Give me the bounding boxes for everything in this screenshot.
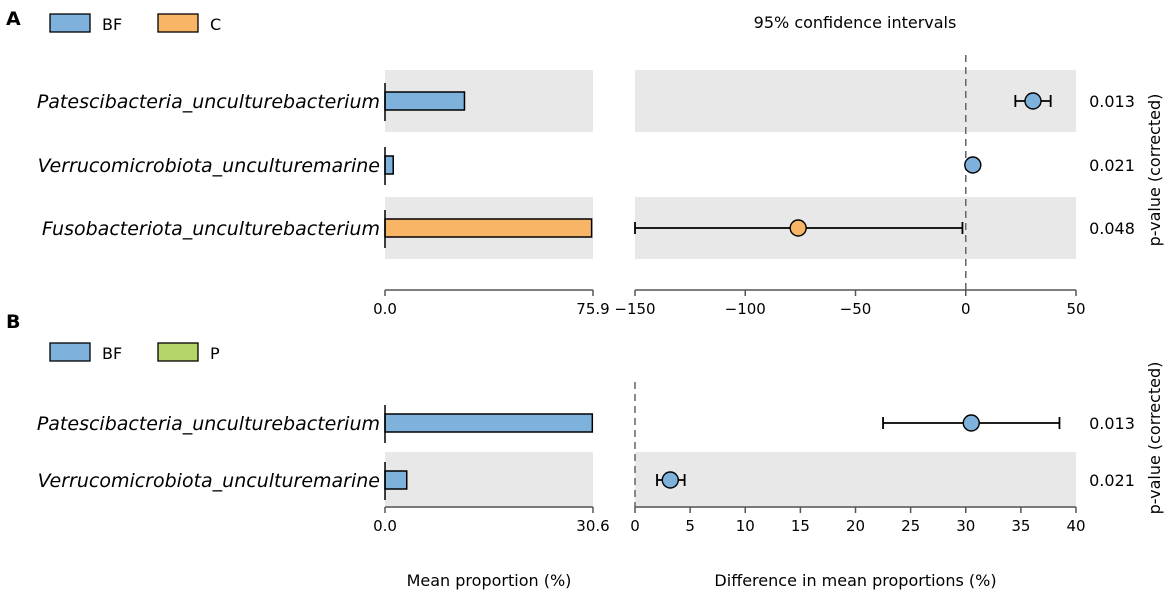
mean-proportion-bar xyxy=(384,155,394,175)
legend-swatch-c xyxy=(157,13,199,33)
x-tick-label: 0 xyxy=(961,300,971,318)
x-tick-label: −100 xyxy=(725,300,766,318)
mean-proportion-bar xyxy=(384,413,594,433)
x-tick-label: 30 xyxy=(956,517,975,535)
p-value: 0.048 xyxy=(1089,219,1135,238)
p-value: 0.021 xyxy=(1089,156,1135,175)
p-value: 0.013 xyxy=(1089,92,1135,111)
legend-label-p: P xyxy=(210,344,220,363)
legend-swatch-bf xyxy=(49,342,91,362)
row-shading xyxy=(635,70,1076,132)
x-tick-label: 50 xyxy=(1066,300,1085,318)
x-tick-label: 10 xyxy=(736,517,755,535)
feature-label: Patescibacteria_unculturebacterium xyxy=(37,91,380,113)
x-tick-label: 35 xyxy=(1011,517,1030,535)
chart-title: 95% confidence intervals xyxy=(754,13,957,32)
x-tick-label: 0.0 xyxy=(373,517,397,535)
x-tick-label: 25 xyxy=(901,517,920,535)
mean-proportion-bar xyxy=(384,91,466,111)
legend-swatch-p xyxy=(157,342,199,362)
x-tick-label: −50 xyxy=(840,300,872,318)
mean-difference-point xyxy=(789,219,807,237)
legend-label-c: C xyxy=(210,15,221,34)
panel-letter-a: A xyxy=(6,8,21,30)
mean-difference-point xyxy=(1024,92,1042,110)
x-tick-label: 20 xyxy=(846,517,865,535)
x-tick-label: 30.6 xyxy=(576,517,609,535)
difference-axis-title: Difference in mean proportions (%) xyxy=(714,571,996,590)
row-shading xyxy=(385,452,593,508)
mean-difference-point xyxy=(964,156,982,174)
x-tick-label: 75.9 xyxy=(576,300,609,318)
p-value-axis-title: p-value (corrected) xyxy=(1145,362,1164,515)
x-tick-label: 0.0 xyxy=(373,300,397,318)
mean-difference-point xyxy=(962,414,980,432)
x-tick-label: 40 xyxy=(1066,517,1085,535)
feature-label: Verrucomicrobiota_unculturemarine xyxy=(38,155,380,177)
mean-proportion-bar xyxy=(384,218,593,238)
mean-proportion-bar xyxy=(384,470,408,490)
p-value: 0.013 xyxy=(1089,414,1135,433)
feature-label: Fusobacteriota_unculturebacterium xyxy=(42,218,380,240)
mean-difference-point xyxy=(661,471,679,489)
x-tick-label: −150 xyxy=(614,300,655,318)
mean-proportion-axis-title: Mean proportion (%) xyxy=(407,571,572,590)
x-tick-label: 0 xyxy=(630,517,640,535)
row-shading xyxy=(635,452,1076,508)
panel-letter-b: B xyxy=(6,311,20,333)
x-tick-label: 15 xyxy=(791,517,810,535)
feature-label: Verrucomicrobiota_unculturemarine xyxy=(38,470,380,492)
legend-swatch-bf xyxy=(49,13,91,33)
legend-label-bf: BF xyxy=(102,15,122,34)
p-value-axis-title: p-value (corrected) xyxy=(1145,94,1164,247)
legend-label-bf: BF xyxy=(102,344,122,363)
p-value: 0.021 xyxy=(1089,471,1135,490)
feature-label: Patescibacteria_unculturebacterium xyxy=(37,413,380,435)
x-tick-label: 5 xyxy=(685,517,695,535)
